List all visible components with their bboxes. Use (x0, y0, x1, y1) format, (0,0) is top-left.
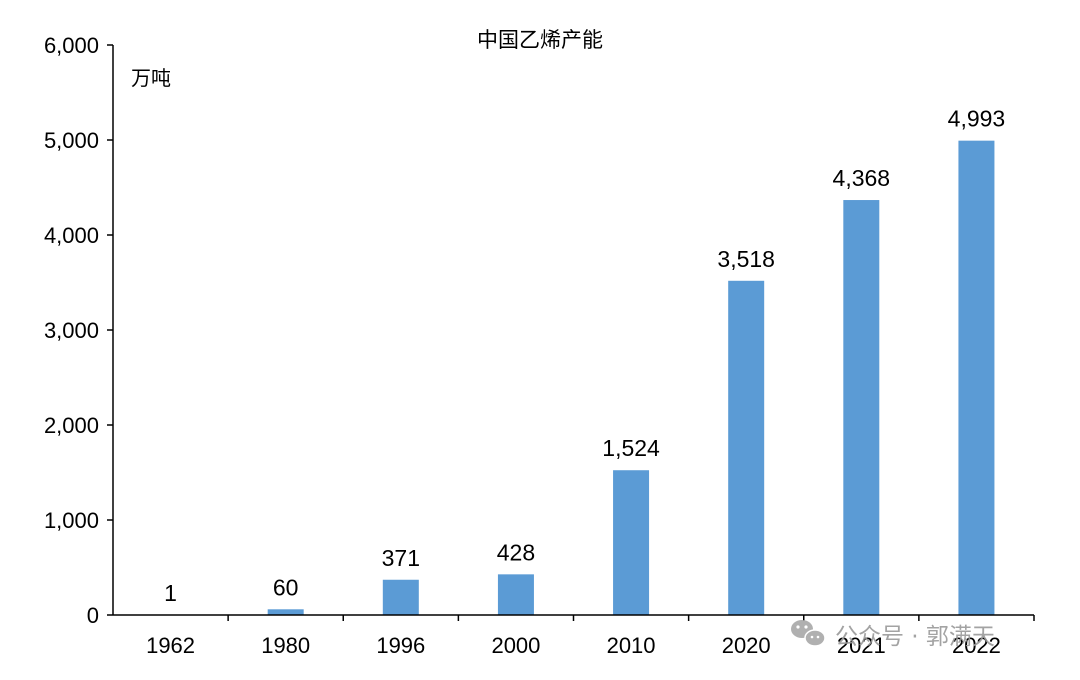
y-axis-ticks: 0 1,000 2,000 3,000 4,000 5,000 6,000 (44, 33, 113, 628)
bar-2020 (728, 280, 765, 615)
data-label-2022: 4,993 (948, 106, 1006, 132)
bar-2000 (497, 574, 534, 615)
bar-2010 (613, 470, 650, 615)
chart-title: 中国乙烯产能 (477, 28, 603, 52)
bar-2021 (843, 200, 880, 616)
y-tick-label: 2,000 (44, 413, 99, 438)
x-axis-ticks: 1962 1980 1996 2000 2010 2020 2021 2022 (146, 615, 1035, 658)
x-tick-label-2020: 2020 (722, 633, 771, 658)
y-tick-label: 6,000 (44, 33, 99, 58)
y-tick-label: 0 (87, 603, 99, 628)
data-label-2010: 1,524 (602, 435, 660, 461)
x-tick-label-1980: 1980 (261, 633, 310, 658)
bar-1996 (382, 579, 419, 615)
wechat-icon (791, 620, 826, 647)
data-label-1980: 60 (273, 574, 299, 600)
y-tick-label: 5,000 (44, 128, 99, 153)
watermark: 公众号 · 郭满天 (791, 620, 995, 650)
bar-1980 (267, 609, 304, 615)
data-label-1996: 371 (382, 545, 420, 571)
x-tick-label-2000: 2000 (491, 633, 540, 658)
data-label-2000: 428 (497, 539, 535, 565)
y-tick-label: 4,000 (44, 223, 99, 248)
y-axis-unit-label: 万吨 (131, 66, 171, 90)
bar-2022 (958, 140, 995, 616)
x-tick-label-1996: 1996 (376, 633, 425, 658)
data-label-2020: 3,518 (717, 246, 775, 272)
x-tick-label-2022: 2022 (952, 633, 1001, 658)
y-tick-label: 1,000 (44, 508, 99, 533)
x-tick-label-1962: 1962 (146, 633, 195, 658)
x-tick-label-2010: 2010 (607, 633, 656, 658)
y-tick-label: 3,000 (44, 318, 99, 343)
watermark-text: 公众号 · 郭满天 (835, 624, 995, 650)
data-label-1962: 1 (164, 580, 177, 606)
data-label-2021: 4,368 (833, 165, 891, 191)
x-tick-label-2021: 2021 (837, 633, 886, 658)
bars-group: 1 60 371 428 1,524 3,518 4,368 4,993 (152, 106, 1006, 616)
